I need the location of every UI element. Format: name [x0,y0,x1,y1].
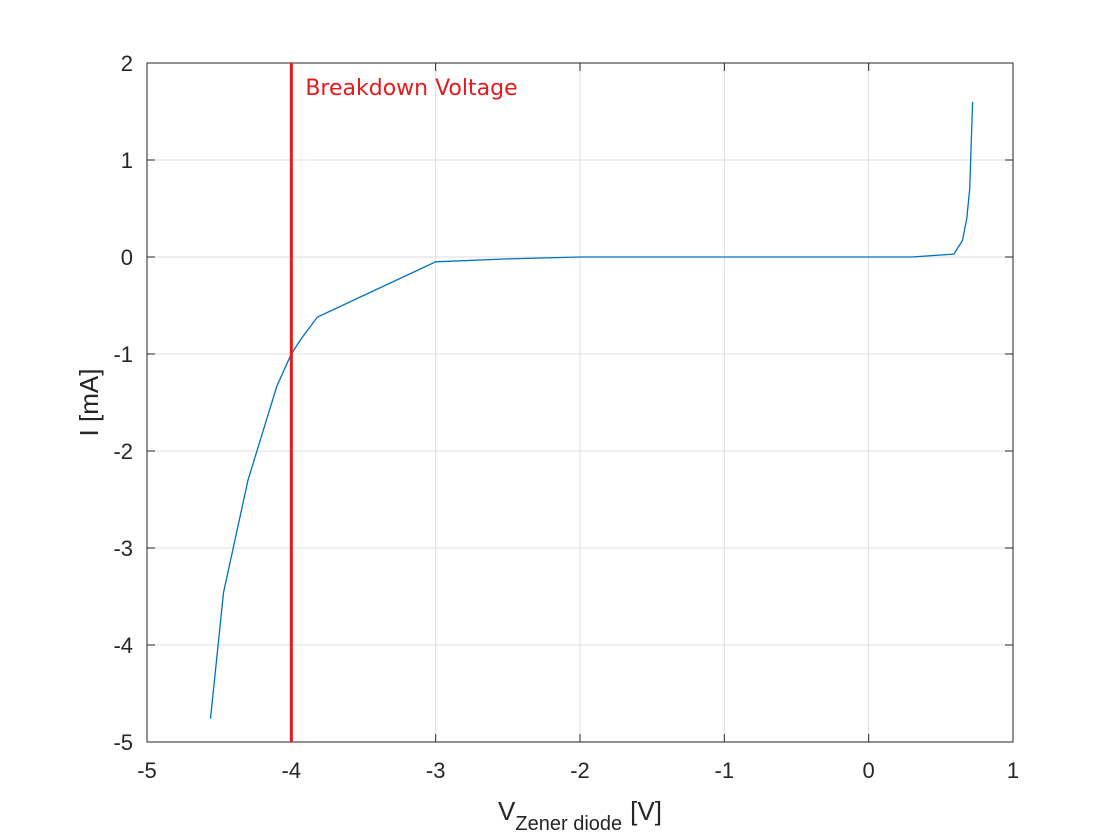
x-axis-label-unit: [V] [630,796,662,826]
y-tick-labels: -5 -4 -3 -2 -1 0 1 2 [113,51,133,755]
x-tick-label: -3 [426,758,446,783]
x-tick-label: -5 [137,758,157,783]
x-tick-labels: -5 -4 -3 -2 -1 0 1 [137,758,1019,783]
y-tick-label: 2 [121,51,133,76]
x-tick-label: -1 [715,758,735,783]
annotation-layer: Breakdown Voltage [289,63,518,742]
y-tick-label: -1 [113,342,133,367]
y-tick-label: -4 [113,633,133,658]
y-tick-label: 1 [121,148,133,173]
y-tick-label: -5 [113,730,133,755]
x-tick-label: -4 [282,758,302,783]
x-tick-label: -2 [570,758,590,783]
grid [146,62,1014,743]
tick-marks [146,62,1014,743]
x-axis-label: VZener diode [V] [498,796,662,835]
y-tick-label: 0 [121,245,133,270]
x-tick-label: 0 [863,758,875,783]
x-tick-label: 1 [1007,758,1019,783]
series-layer [209,101,974,719]
x-axis-label-main: V [498,796,516,826]
breakdown-voltage-label: Breakdown Voltage [305,76,517,101]
series-line [209,101,974,719]
y-axis-label: I [mA] [74,369,104,437]
y-tick-label: -3 [113,536,133,561]
y-tick-label: -2 [113,439,133,464]
x-axis-label-subscript: Zener diode [515,813,622,835]
